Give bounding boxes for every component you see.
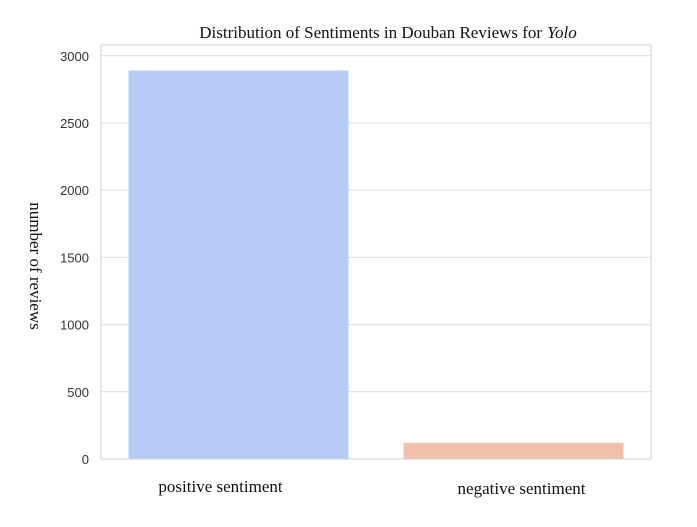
y-tick-label: 1500	[60, 250, 89, 265]
y-tick-labels: 0 500 1000 1500 2000 2500 3000	[60, 49, 89, 467]
y-tick-label: 2500	[60, 116, 89, 131]
bars	[128, 70, 624, 459]
y-tick-label: 2000	[60, 183, 89, 198]
y-axis-label: number of reviews	[26, 202, 45, 329]
chart-title-italic: Yolo	[547, 23, 577, 42]
bar-negative-sentiment	[403, 442, 624, 459]
chart-title: Distribution of Sentiments in Douban Rev…	[199, 23, 576, 42]
bar-positive-sentiment	[128, 70, 349, 459]
y-tick-label: 1000	[60, 318, 89, 333]
y-tick-label: 0	[82, 452, 89, 467]
chart-title-main: Distribution of Sentiments in Douban Rev…	[199, 23, 542, 42]
category-labels: positive sentiment negative sentiment	[158, 477, 585, 498]
y-tick-label: 500	[67, 385, 89, 400]
category-label: positive sentiment	[158, 477, 282, 496]
y-tick-label: 3000	[60, 49, 89, 64]
category-label: negative sentiment	[458, 479, 586, 498]
plot-frame	[100, 44, 652, 460]
